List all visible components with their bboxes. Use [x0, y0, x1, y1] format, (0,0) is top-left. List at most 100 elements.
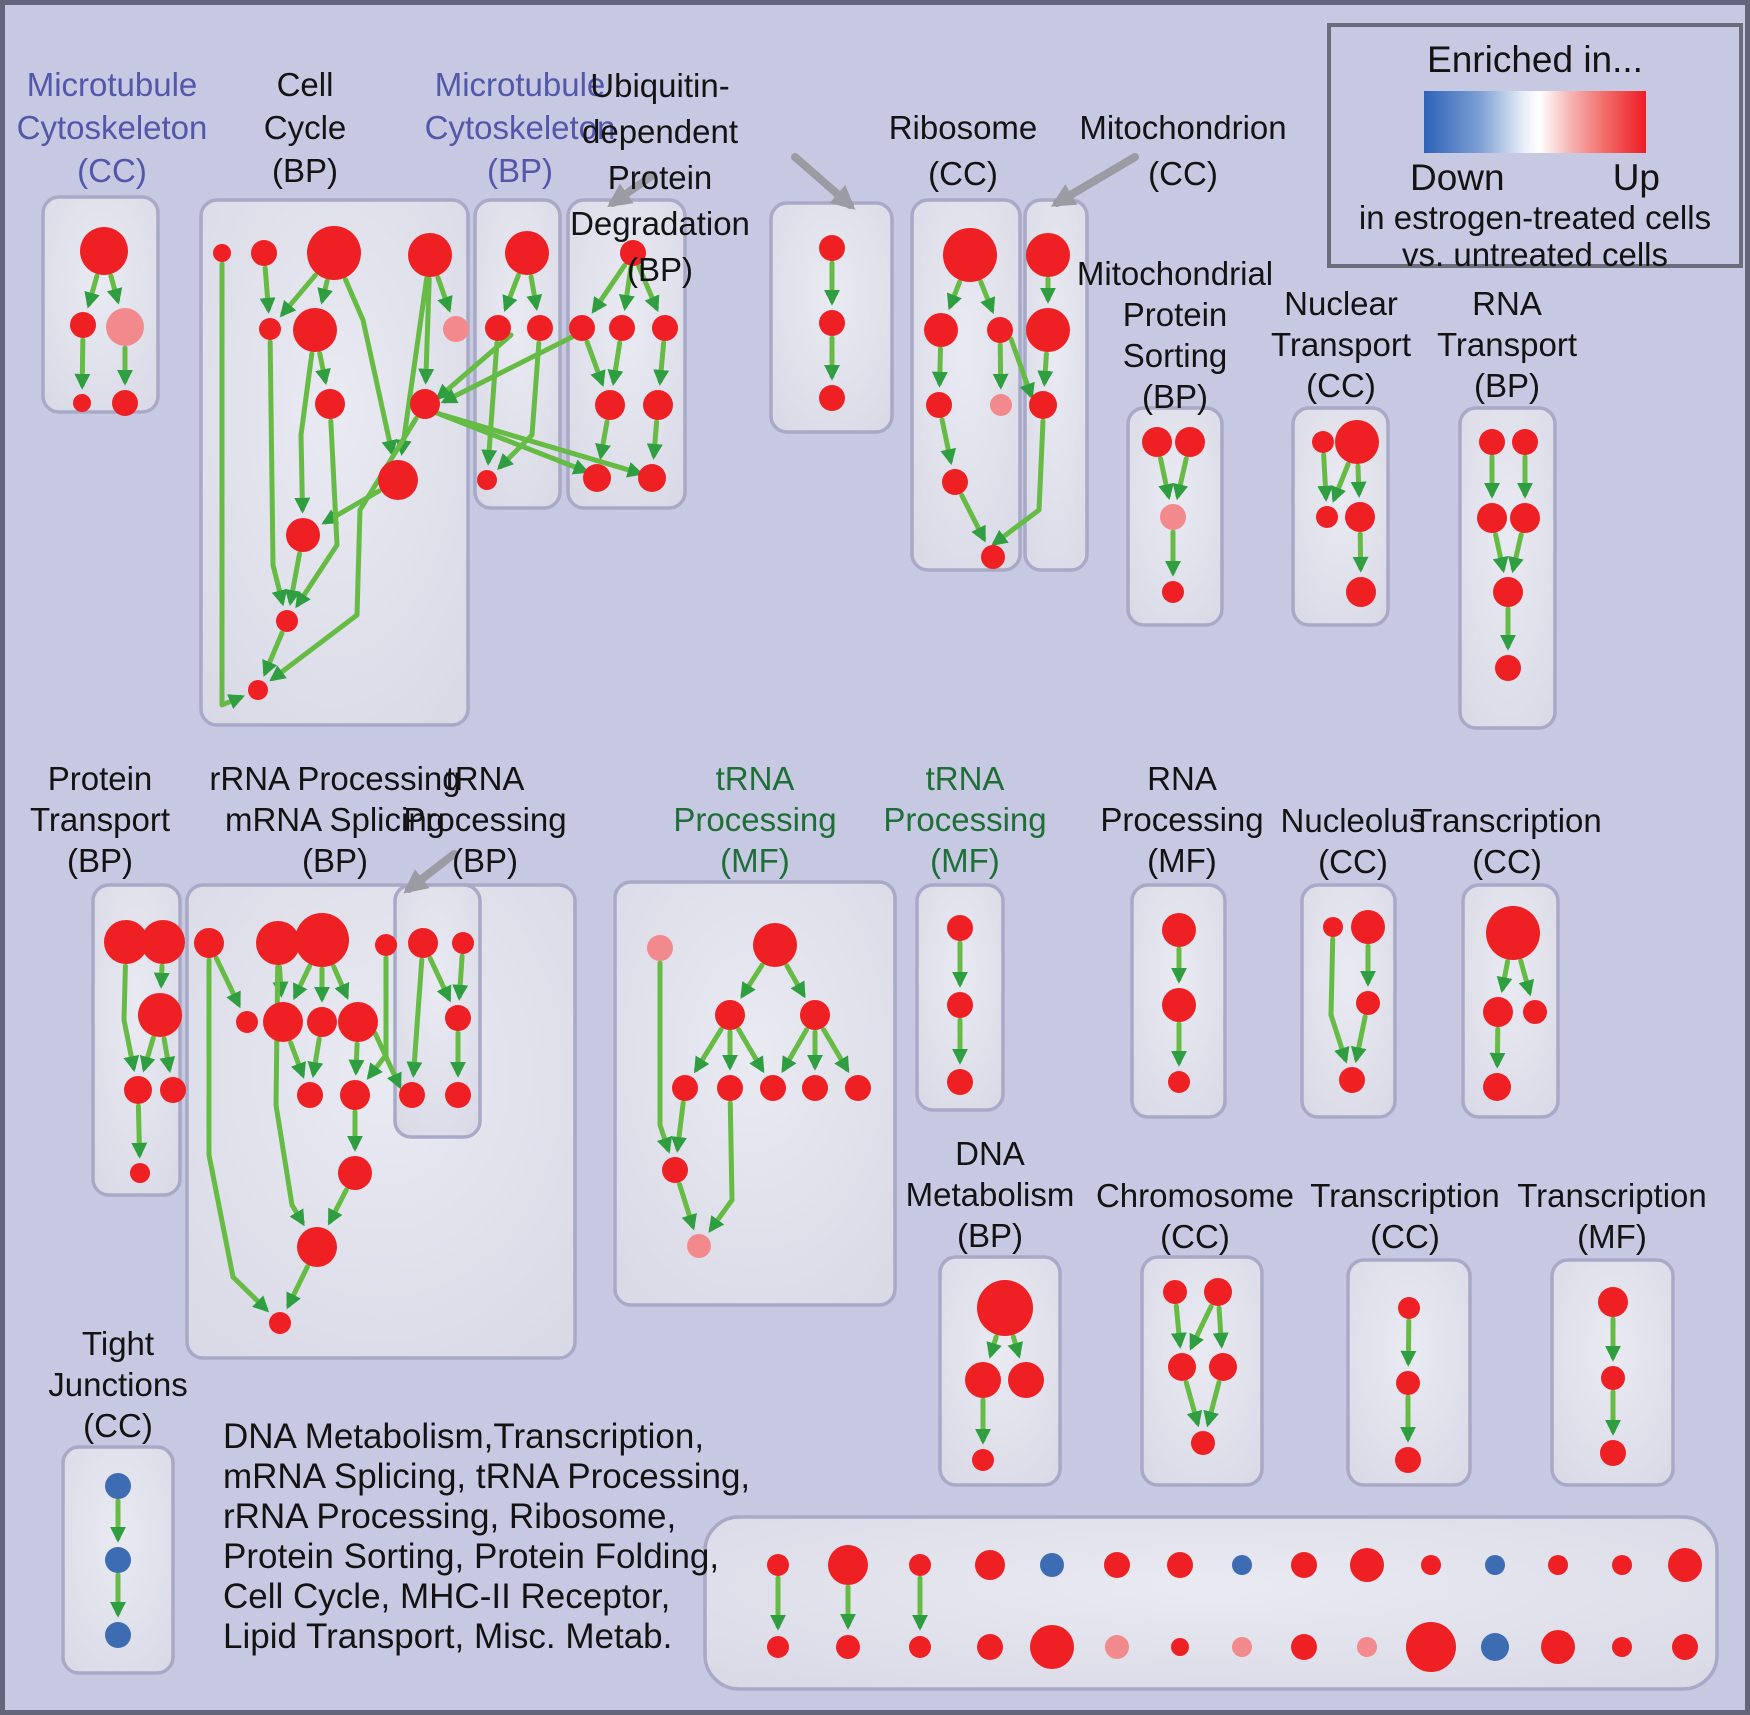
node [947, 1069, 973, 1095]
edge-arrow [121, 963, 140, 1073]
group-label-ubiquitin-bp: Ubiquitin-dependent Protein Degradation (BP… [570, 67, 750, 288]
node [527, 315, 553, 341]
node [1162, 581, 1184, 603]
edge-arrow [986, 1334, 1002, 1359]
edge-arrow [694, 1026, 724, 1074]
edge-arrow [653, 340, 670, 386]
node [1548, 1555, 1568, 1575]
node [715, 1000, 745, 1030]
edge-arrow [1170, 1303, 1187, 1349]
node [620, 240, 646, 266]
node [926, 392, 952, 418]
node [112, 390, 138, 416]
node [819, 310, 845, 336]
node [269, 1312, 291, 1334]
group-label-trna-processing-bp: tRNA Processing (BP) [403, 760, 567, 879]
edge-arrow [946, 279, 963, 311]
edge-arrow [418, 276, 435, 385]
node [1291, 1634, 1317, 1660]
edge-arrow [502, 272, 521, 312]
node [297, 1082, 323, 1108]
node [338, 1002, 378, 1042]
node [977, 1280, 1033, 1336]
node [1171, 1638, 1189, 1656]
edge-arrow [1007, 1334, 1023, 1359]
group-label-nuclear-transport-cc: Nuclear Transport (CC) [1271, 285, 1411, 404]
edge-arrow [1492, 532, 1509, 574]
node [947, 992, 973, 1018]
node [307, 226, 361, 280]
node [378, 460, 418, 500]
node [297, 1227, 337, 1267]
edge-arrow [978, 279, 996, 315]
edge-arrow [1508, 532, 1524, 574]
node [106, 308, 144, 346]
node [160, 1077, 186, 1103]
node [1356, 991, 1380, 1015]
edge-arrow [106, 273, 123, 305]
edge-arrow [992, 342, 1009, 390]
edge-arrow [736, 1027, 765, 1074]
group-label-rna-processing-mf: RNA Processing (MF) [1100, 760, 1264, 879]
callout-arrow [791, 153, 856, 210]
edge-arrow [939, 417, 957, 466]
edge-arrow [427, 955, 452, 1003]
note-line: Protein Sorting, Protein Folding, [223, 1537, 720, 1576]
node [445, 1005, 471, 1031]
edge-arrow [295, 418, 340, 609]
group-label-dna-metabolism-bp: DNA Metabolism (BP) [905, 1135, 1075, 1254]
node [972, 1449, 994, 1471]
node [717, 1075, 743, 1101]
node [1162, 988, 1196, 1022]
legend-subtitle-2: vs. untreated cells [1402, 236, 1668, 273]
node [662, 1157, 688, 1183]
callout-arrow [1050, 153, 1139, 207]
edge-arrow [153, 963, 170, 989]
node [1008, 1362, 1044, 1398]
note-line: rRNA Processing, Ribosome, [223, 1497, 677, 1536]
node [981, 545, 1005, 569]
node [340, 1080, 370, 1110]
node [638, 464, 666, 492]
node [836, 1635, 860, 1659]
note-line: Lipid Transport, Misc. Metab. [223, 1617, 673, 1656]
edge-arrow [646, 419, 663, 460]
node [1523, 1000, 1547, 1024]
node [800, 1000, 830, 1030]
node [672, 1075, 698, 1101]
edge-arrow [348, 1041, 365, 1076]
category-note: DNA Metabolism,Transcription, mRNA Splici… [223, 1417, 750, 1657]
group-label-trna-processing-mf-2: tRNA Processing (MF) [883, 760, 1047, 879]
node [1335, 420, 1379, 464]
edge-arrow [740, 962, 765, 999]
edge-arrow [1518, 958, 1535, 997]
node [609, 315, 635, 341]
network-diagram [41, 153, 1719, 1691]
node [213, 244, 231, 262]
group-label-mitochondrion-cc: Mitochondrion (CC) [1079, 109, 1287, 192]
group-label-tight-junctions-cc: Tight Junctions (CC) [48, 1325, 188, 1444]
node [104, 920, 148, 964]
edge-arrow [1183, 1379, 1203, 1428]
node [652, 315, 678, 341]
legend-gradient-bar [1424, 91, 1646, 153]
node [248, 680, 268, 700]
node [338, 1156, 372, 1190]
group-label-nucleolus-cc: Nucleolus (CC) [1280, 802, 1426, 880]
node [1396, 1371, 1420, 1395]
edge-arrow [286, 1264, 310, 1310]
edge-arrow [607, 340, 624, 387]
node [909, 1554, 931, 1576]
group-box-microtubule-cc [41, 195, 160, 414]
edge-arrow [591, 262, 628, 314]
node [408, 928, 438, 958]
node [410, 389, 440, 419]
node [1398, 1297, 1420, 1319]
node [1612, 1637, 1632, 1657]
edge-arrow [1400, 1318, 1417, 1367]
node [1175, 427, 1205, 457]
node [583, 464, 611, 492]
edge-arrow [159, 1036, 176, 1074]
edge-arrow [1350, 1014, 1368, 1064]
group-label-chromosome-cc: Chromosome (CC) [1095, 1177, 1295, 1255]
